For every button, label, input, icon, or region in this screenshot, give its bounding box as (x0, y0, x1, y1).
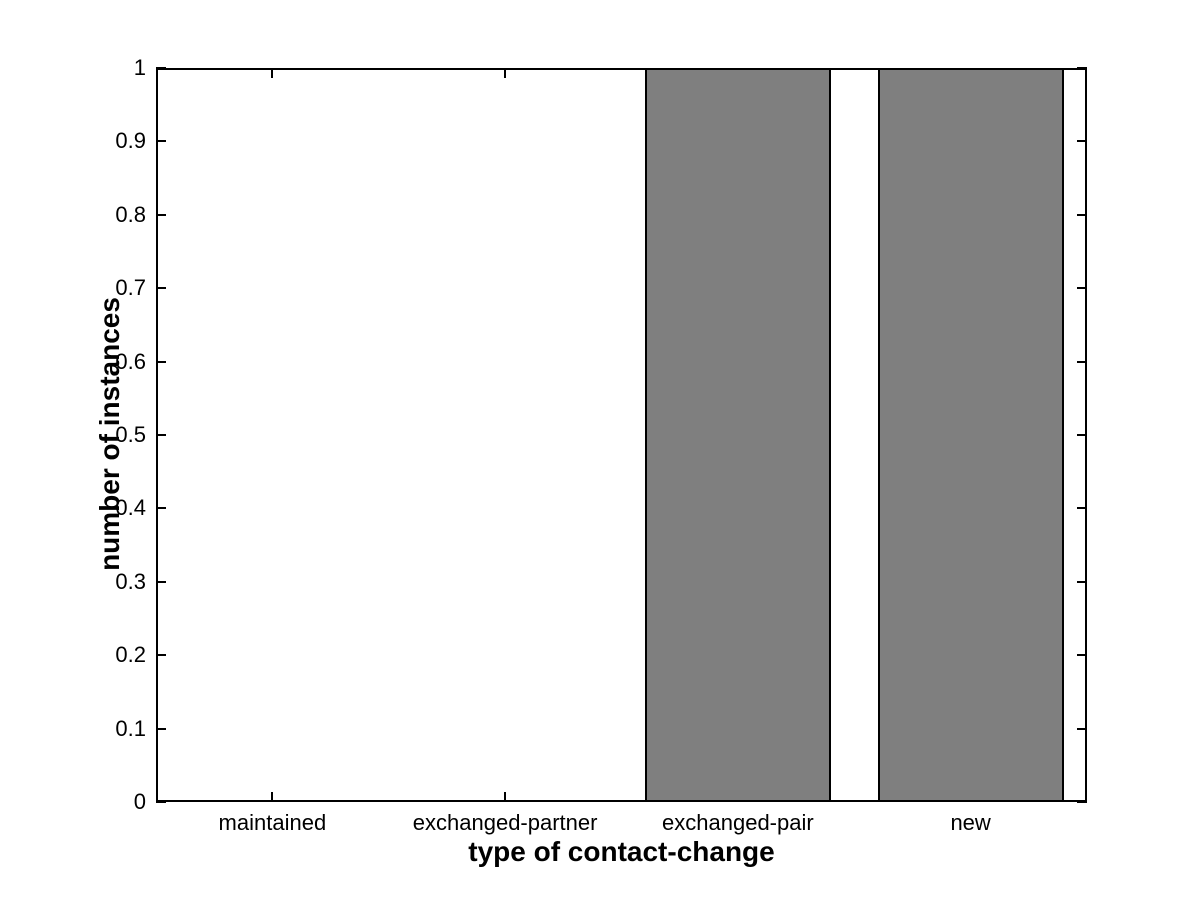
x-tick-label-exchanged-pair: exchanged-pair (662, 810, 814, 835)
y-tick-label: 0.3 (115, 568, 146, 594)
bar-exchanged-pair (644, 68, 831, 802)
y-tick-mark-right (1077, 434, 1087, 436)
y-tick-mark-right (1077, 507, 1087, 510)
y-tick-label: 0.5 (115, 422, 146, 447)
y-tick-label: 0.8 (115, 201, 146, 227)
y-tick-mark-right (1077, 727, 1087, 730)
y-tick-mark-left (156, 213, 166, 216)
y-tick-label: 0.7 (115, 275, 146, 301)
x-tick-mark-bottom (504, 792, 507, 802)
y-tick-mark-left (156, 580, 166, 583)
y-tick-mark-left (156, 654, 166, 657)
y-tick-label: 0.6 (115, 348, 146, 374)
y-tick-mark-right (1077, 801, 1087, 803)
y-tick-mark-right (1077, 654, 1087, 657)
y-tick-label: 0.1 (115, 715, 146, 741)
y-tick-mark-right (1077, 360, 1087, 363)
y-tick-mark-left (156, 507, 166, 510)
x-axis-label: type of contact-change (468, 836, 775, 867)
x-tick-label-exchanged-partner: exchanged-partner (412, 810, 598, 835)
y-tick-mark-right (1077, 140, 1087, 143)
y-tick-label: 0 (133, 789, 146, 814)
y-tick-label: 0.9 (115, 128, 146, 154)
x-tick-label-new: new (950, 810, 991, 835)
y-tick-mark-right (1077, 580, 1087, 583)
x-tick-mark-top (271, 68, 274, 78)
bar-new (877, 68, 1064, 802)
y-tick-mark-right (1077, 287, 1087, 290)
y-tick-mark-left (156, 287, 166, 290)
y-tick-mark-left (156, 727, 166, 730)
y-tick-label: 0.2 (115, 642, 146, 668)
y-tick-mark-left (156, 360, 166, 363)
y-tick-mark-left (156, 140, 166, 143)
y-tick-mark-left (156, 801, 166, 803)
x-tick-mark-bottom (271, 792, 274, 802)
x-tick-label-maintained: maintained (218, 810, 327, 835)
y-tick-mark-right (1077, 213, 1087, 216)
y-tick-mark-left (156, 434, 166, 436)
x-tick-mark-top (504, 68, 507, 78)
y-tick-label: 1 (133, 55, 146, 80)
y-tick-label: 0.4 (115, 495, 146, 521)
y-tick-mark-right (1077, 67, 1087, 69)
y-tick-mark-left (156, 67, 166, 69)
